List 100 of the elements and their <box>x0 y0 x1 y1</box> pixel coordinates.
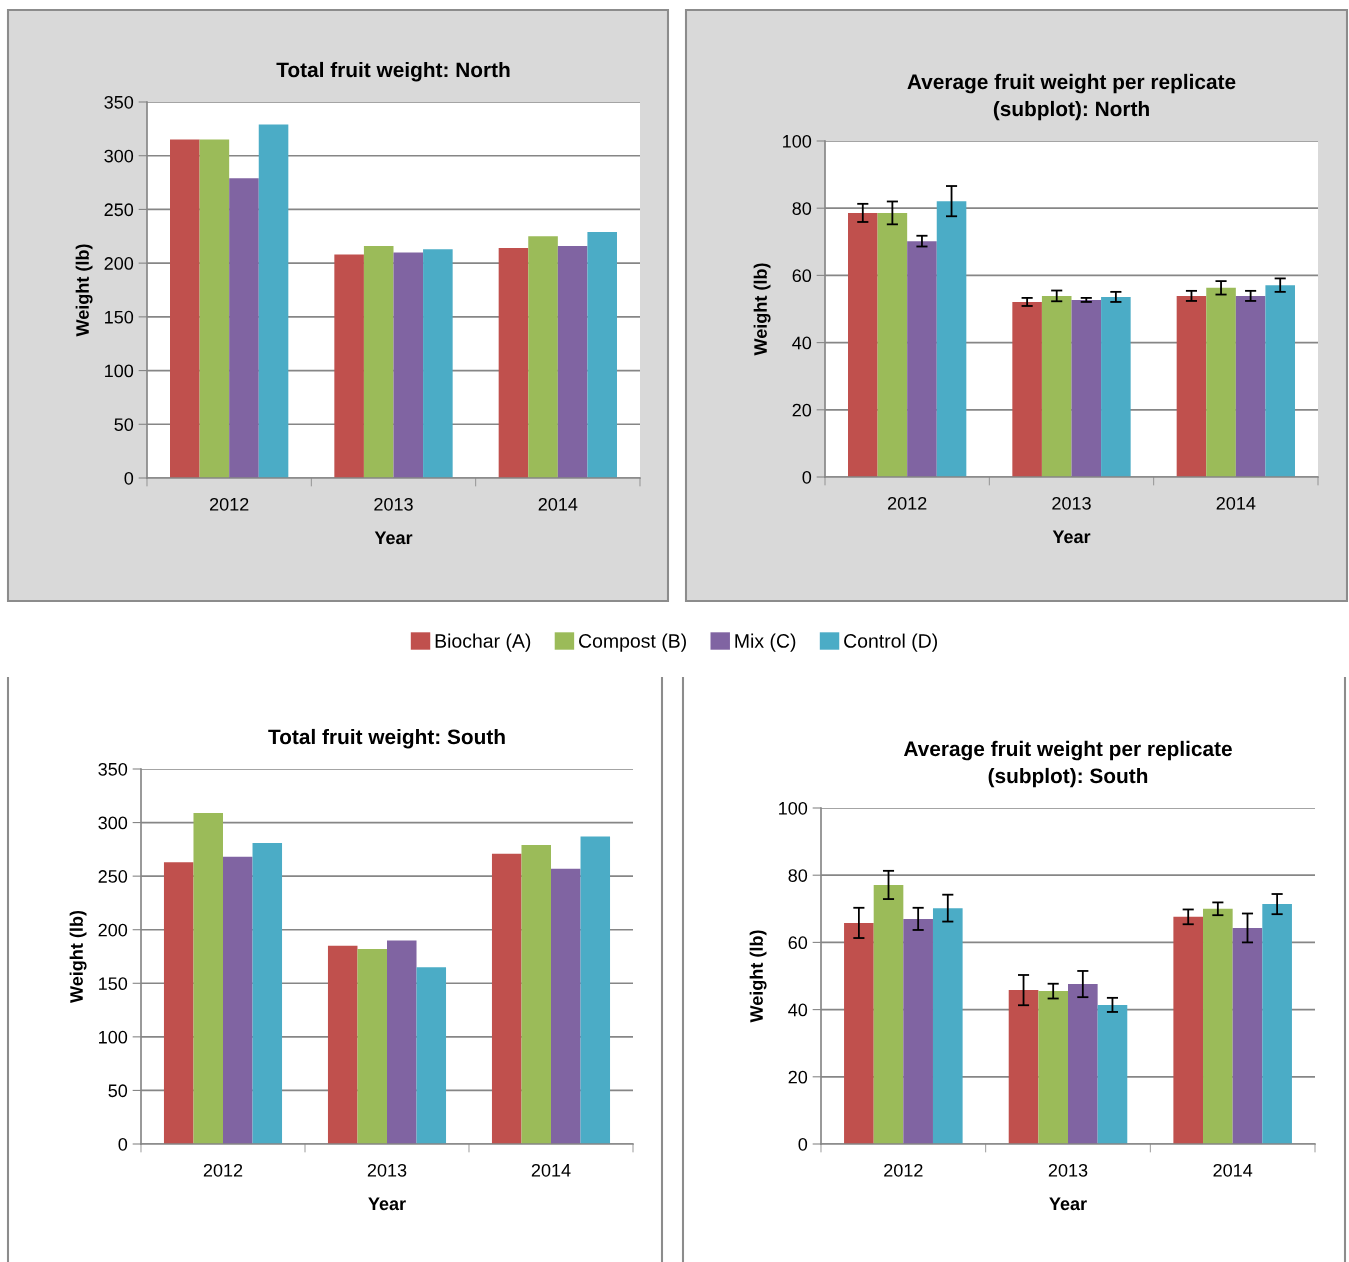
bar <box>1176 295 1207 477</box>
bar <box>357 949 387 1144</box>
bar <box>1206 287 1236 477</box>
bar <box>1235 295 1266 477</box>
x-tick-label: 2013 <box>374 497 413 511</box>
bar <box>1041 295 1072 477</box>
bar <box>936 201 967 477</box>
y-tick-label: 100 <box>99 1030 128 1044</box>
bar <box>334 254 364 478</box>
y-tick-label: 40 <box>788 1003 808 1017</box>
bar <box>1038 991 1068 1144</box>
x-axis-title: Year <box>1052 530 1091 544</box>
x-tick-label: 2013 <box>1048 1163 1088 1177</box>
bar <box>557 245 588 478</box>
y-tick-label: 200 <box>98 923 128 937</box>
bar <box>1101 296 1131 477</box>
x-tick-label: 2012 <box>884 1163 923 1177</box>
bar <box>932 908 963 1144</box>
bar <box>193 812 223 1144</box>
bar <box>387 940 417 1144</box>
y-tick-label: 100 <box>783 134 812 148</box>
x-axis-title: Year <box>368 1197 406 1211</box>
x-tick-label: 2014 <box>531 1163 571 1177</box>
bar <box>1232 927 1263 1144</box>
y-tick-label: 150 <box>99 977 128 991</box>
legend-label: Biochar (A) <box>435 633 531 652</box>
x-tick-label: 2012 <box>203 1163 243 1177</box>
legend-label: Mix (C) <box>735 633 796 652</box>
bar <box>528 236 558 478</box>
chart-title: Total fruit weight: North <box>276 61 510 82</box>
bar <box>580 836 611 1144</box>
y-tick-label: 60 <box>792 269 812 283</box>
x-tick-label: 2014 <box>538 497 578 511</box>
y-tick-label: 40 <box>792 336 812 350</box>
y-tick-label: 0 <box>118 1137 128 1151</box>
bar <box>491 853 522 1144</box>
bar <box>498 248 529 478</box>
bar <box>1265 285 1295 477</box>
y-tick-label: 0 <box>802 470 812 484</box>
legend-label: Control (D) <box>844 633 937 652</box>
bar <box>1262 904 1292 1144</box>
bar <box>1012 301 1042 477</box>
bar <box>1068 984 1098 1144</box>
chart-title: Average fruit weight per replicate (subplot): North <box>907 73 1236 121</box>
y-tick-label: 350 <box>104 95 134 109</box>
y-tick-label: 250 <box>98 870 128 883</box>
bar <box>844 922 874 1144</box>
x-tick-label: 2012 <box>887 496 927 510</box>
y-axis-title: Weight (lb) <box>749 930 767 1023</box>
bar <box>1203 908 1233 1144</box>
bar <box>170 139 200 478</box>
y-tick-label: 80 <box>788 869 808 882</box>
x-tick-label: 2012 <box>209 497 249 511</box>
y-tick-label: 60 <box>788 936 808 950</box>
bar <box>1173 916 1204 1144</box>
y-tick-label: 0 <box>798 1137 808 1151</box>
y-axis-title: Weight (lb) <box>75 244 93 337</box>
bar <box>873 884 904 1144</box>
bar <box>258 124 289 478</box>
bar <box>229 178 259 478</box>
y-tick-label: 200 <box>104 257 134 270</box>
y-tick-label: 100 <box>779 801 808 815</box>
bar <box>877 212 908 477</box>
bar <box>587 231 617 478</box>
bar <box>199 139 230 478</box>
bar <box>1097 1004 1128 1144</box>
bar <box>1071 299 1102 477</box>
legend-label: Compost (B) <box>579 633 686 652</box>
bar <box>363 245 394 478</box>
y-tick-label: 80 <box>792 202 812 215</box>
x-axis-title: Year <box>1049 1197 1087 1211</box>
y-tick-label: 350 <box>98 762 128 776</box>
y-tick-label: 20 <box>788 1070 808 1084</box>
bar <box>393 252 424 478</box>
y-tick-label: 100 <box>105 364 134 378</box>
y-tick-label: 250 <box>104 203 134 217</box>
bar <box>907 241 937 477</box>
bar <box>223 856 253 1144</box>
y-tick-label: 50 <box>108 1084 128 1098</box>
x-tick-label: 2013 <box>1052 496 1091 510</box>
bar <box>521 845 551 1144</box>
y-tick-label: 300 <box>98 816 128 830</box>
y-tick-label: 150 <box>105 310 134 324</box>
bar <box>252 842 283 1144</box>
chart-title: Total fruit weight: South <box>268 728 505 749</box>
bar <box>551 868 581 1144</box>
y-axis-title: Weight (lb) <box>69 910 87 1003</box>
chart-title: Average fruit weight per replicate (subplot): South <box>903 740 1232 788</box>
y-tick-label: 50 <box>114 418 134 432</box>
x-tick-label: 2014 <box>1213 1163 1253 1177</box>
bar <box>423 249 453 478</box>
y-tick-label: 20 <box>792 403 812 417</box>
y-axis-title: Weight (lb) <box>753 263 771 356</box>
bar <box>163 862 194 1144</box>
bar <box>416 967 447 1144</box>
bar <box>1008 990 1039 1144</box>
x-axis-title: Year <box>374 531 413 545</box>
bar <box>327 945 358 1144</box>
y-tick-label: 0 <box>124 471 134 485</box>
bar <box>848 212 878 477</box>
